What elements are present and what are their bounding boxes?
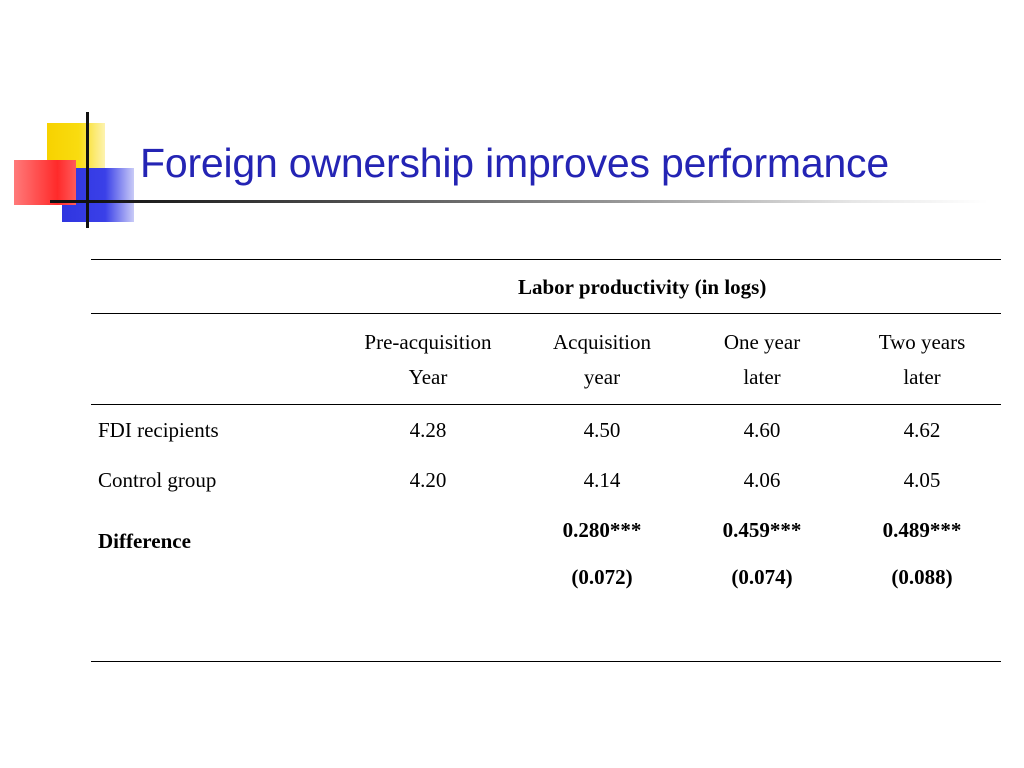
table-cell: 4.62 (903, 418, 941, 442)
column-header-line1: Two years (878, 330, 966, 354)
column-header-line2: year (583, 365, 621, 389)
standard-error: (0.088) (891, 565, 953, 589)
table-cell: 4.28 (409, 418, 447, 442)
standard-error: (0.074) (731, 565, 793, 589)
column-header-two-years-later: Two years later (842, 325, 1002, 395)
group-header: Labor productivity (in logs) (518, 275, 767, 299)
table-cell: 4.20 (409, 468, 447, 492)
column-header-one-year-later: One year later (682, 325, 842, 395)
difference-value: 0.489*** (882, 518, 962, 542)
column-header-rule (91, 404, 1001, 405)
difference-value: 0.459*** (722, 518, 802, 542)
column-header-line2: Year (408, 365, 448, 389)
row-label: Control group (98, 468, 217, 492)
logo-red-square (14, 160, 76, 205)
column-header-line1: Acquisition (553, 330, 651, 354)
group-header-rule (91, 313, 1001, 314)
row-label: FDI recipients (98, 418, 219, 442)
column-header-line1: Pre-acquisition (364, 330, 492, 354)
table-cell: 4.06 (743, 468, 781, 492)
table-cell: 4.14 (583, 468, 621, 492)
slide-logo-graphic (0, 0, 150, 240)
table-top-rule (91, 259, 1001, 260)
row-label: Difference (98, 529, 191, 553)
column-header-pre-acquisition: Pre-acquisition Year (348, 325, 508, 395)
table-cell: 4.60 (743, 418, 781, 442)
standard-error: (0.072) (571, 565, 633, 589)
slide-title: Foreign ownership improves performance (140, 140, 889, 186)
table-bottom-rule (91, 661, 1001, 662)
difference-value: 0.280*** (562, 518, 642, 542)
column-header-acquisition-year: Acquisition year (522, 325, 682, 395)
column-header-line1: One year (723, 330, 801, 354)
title-underline (88, 200, 988, 203)
table-cell: 4.05 (903, 468, 941, 492)
column-header-line2: later (743, 365, 781, 389)
column-header-line2: later (903, 365, 941, 389)
table-cell: 4.50 (583, 418, 621, 442)
logo-vertical-line (86, 112, 89, 228)
